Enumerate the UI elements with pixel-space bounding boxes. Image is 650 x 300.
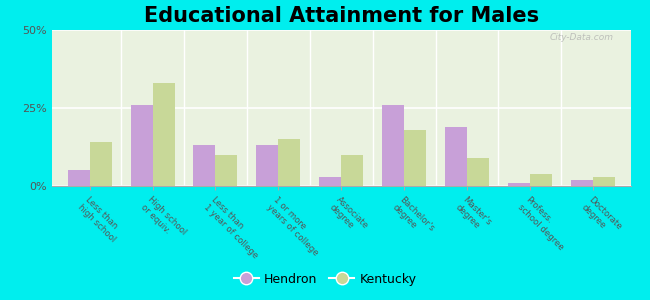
Bar bbox=[68, 170, 90, 186]
Text: City-Data.com: City-Data.com bbox=[549, 33, 613, 42]
Title: Educational Attainment for Males: Educational Attainment for Males bbox=[144, 6, 539, 26]
Bar bbox=[467, 158, 489, 186]
Bar bbox=[508, 183, 530, 186]
Bar bbox=[131, 105, 153, 186]
Legend: Hendron, Kentucky: Hendron, Kentucky bbox=[229, 268, 421, 291]
Bar bbox=[341, 155, 363, 186]
Bar bbox=[571, 180, 593, 186]
Bar bbox=[593, 177, 615, 186]
Bar bbox=[256, 146, 278, 186]
Bar bbox=[404, 130, 426, 186]
Bar bbox=[153, 83, 175, 186]
Bar bbox=[278, 139, 300, 186]
Bar bbox=[530, 173, 552, 186]
Bar bbox=[216, 155, 237, 186]
Bar bbox=[90, 142, 112, 186]
Bar bbox=[194, 146, 216, 186]
Bar bbox=[319, 177, 341, 186]
Bar bbox=[445, 127, 467, 186]
Bar bbox=[382, 105, 404, 186]
